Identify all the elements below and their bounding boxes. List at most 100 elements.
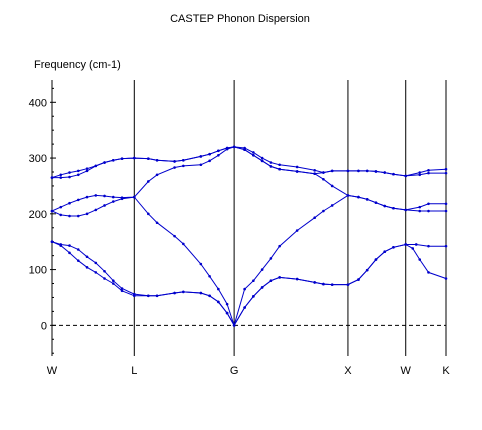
branch-2-point-12 xyxy=(173,234,176,238)
branch-1-point-24 xyxy=(295,277,299,281)
branch-3-point-5 xyxy=(94,194,98,197)
branch-5-point-12 xyxy=(173,160,176,163)
branch-1-point-9 xyxy=(133,292,136,296)
branch-5-point-37 xyxy=(444,167,448,171)
branch-4-point-1 xyxy=(59,173,63,177)
branch-5-point-15 xyxy=(208,152,211,156)
kpoint-label-4: W xyxy=(401,365,412,377)
branch-5-point-4 xyxy=(85,169,89,173)
branch-3-point-12 xyxy=(173,166,176,169)
kpoint-label-2: G xyxy=(230,365,239,377)
branch-3-point-28 xyxy=(346,194,350,197)
branch-3-point-7 xyxy=(111,195,115,199)
branch-1-point-28 xyxy=(346,283,350,286)
branch-2-point-24 xyxy=(295,229,299,232)
branch-1-point-22 xyxy=(269,279,273,283)
branch-2-point-23 xyxy=(278,244,281,248)
branch-0-point-36 xyxy=(427,244,430,248)
branch-5-point-5 xyxy=(94,164,98,168)
branch-2-point-15 xyxy=(208,274,211,278)
chart-title: CASTEP Phonon Dispersion xyxy=(170,13,310,25)
branch-0-point-7 xyxy=(111,282,115,285)
branch-2-point-21 xyxy=(260,268,264,271)
branch-1-point-0 xyxy=(50,240,54,243)
branch-4-point-23 xyxy=(278,167,281,171)
branch-2-point-37 xyxy=(444,209,448,213)
branch-2-point-26 xyxy=(322,209,325,213)
branch-3-point-32 xyxy=(383,204,387,208)
branch-3-point-30 xyxy=(365,198,369,201)
branch-5-point-18 xyxy=(232,145,236,149)
branch-2-point-5 xyxy=(94,208,98,212)
branch-1-point-36 xyxy=(418,258,422,261)
branch-5-point-28 xyxy=(346,169,350,173)
branch-2-point-3 xyxy=(76,214,80,218)
branch-1-point-35 xyxy=(411,247,415,250)
branch-3-point-35 xyxy=(418,205,422,209)
branch-2-point-17 xyxy=(225,302,229,306)
branch-2-point-16 xyxy=(217,287,220,291)
branch-5-point-24 xyxy=(295,165,299,169)
branch-5-point-11 xyxy=(155,158,159,162)
branch-1-point-13 xyxy=(182,290,185,294)
branch-3-point-26 xyxy=(322,177,325,181)
branch-3-point-10 xyxy=(147,180,150,183)
branch-1-point-16 xyxy=(217,300,220,304)
branch-4-point-24 xyxy=(295,170,299,173)
branch-2-point-2 xyxy=(68,214,71,218)
branch-5-point-21 xyxy=(260,156,264,160)
branch-1-point-7 xyxy=(111,279,115,283)
branch-4-point-25 xyxy=(313,172,316,175)
branch-2-point-20 xyxy=(252,279,255,283)
branch-line-0 xyxy=(51,241,446,327)
labels-layer: 0 100 200 300 400 W L G X W K xyxy=(29,97,451,377)
branch-2-point-36 xyxy=(427,209,430,213)
branch-3-point-8 xyxy=(120,196,124,199)
branch-1-point-27 xyxy=(330,283,334,286)
branch-1-point-10 xyxy=(147,294,150,298)
branch-5-point-16 xyxy=(217,149,220,153)
branch-1-point-1 xyxy=(59,243,63,246)
branch-3-point-37 xyxy=(444,202,448,206)
branch-5-point-1 xyxy=(59,176,63,179)
branch-0-point-5 xyxy=(94,271,98,274)
branch-3-point-9 xyxy=(133,195,136,199)
branch-5-point-35 xyxy=(418,171,422,174)
y-tick-label-3: 300 xyxy=(29,153,47,165)
branch-5-point-10 xyxy=(147,157,150,160)
branch-4-point-2 xyxy=(68,171,71,174)
branch-3-point-34 xyxy=(404,208,408,212)
branch-1-point-11 xyxy=(155,294,159,298)
branch-5-point-22 xyxy=(269,161,273,164)
branch-1-point-5 xyxy=(94,261,98,265)
branch-1-point-34 xyxy=(404,243,408,246)
branch-2-point-19 xyxy=(243,287,246,291)
branch-0-point-2 xyxy=(68,251,71,255)
y-axis-label: Frequency (cm-1) xyxy=(34,59,121,71)
branch-1-point-8 xyxy=(120,287,124,290)
branch-1-point-38 xyxy=(444,277,448,280)
branch-2-point-11 xyxy=(155,221,159,225)
branch-0-point-35 xyxy=(414,243,418,246)
kpoint-label-0: W xyxy=(47,365,58,377)
branch-5-point-2 xyxy=(68,175,71,179)
branch-1-point-33 xyxy=(392,245,395,249)
branch-5-point-26 xyxy=(322,171,325,174)
axes-layer xyxy=(50,80,447,356)
branch-1-point-14 xyxy=(199,291,203,295)
branch-3-point-27 xyxy=(330,184,334,188)
branch-1-point-20 xyxy=(252,295,255,298)
branch-4-point-4 xyxy=(85,167,89,170)
branch-5-point-23 xyxy=(278,163,281,167)
branch-3-point-1 xyxy=(59,205,63,209)
branch-2-point-6 xyxy=(103,204,106,207)
branch-5-point-30 xyxy=(365,169,369,173)
branch-5-point-7 xyxy=(111,158,115,162)
y-tick-label-0: 0 xyxy=(41,320,47,332)
branch-5-point-9 xyxy=(133,156,136,160)
branch-2-point-25 xyxy=(313,216,316,220)
branch-5-point-27 xyxy=(330,169,334,173)
branch-2-point-10 xyxy=(147,212,150,216)
branch-1-point-2 xyxy=(68,244,71,247)
